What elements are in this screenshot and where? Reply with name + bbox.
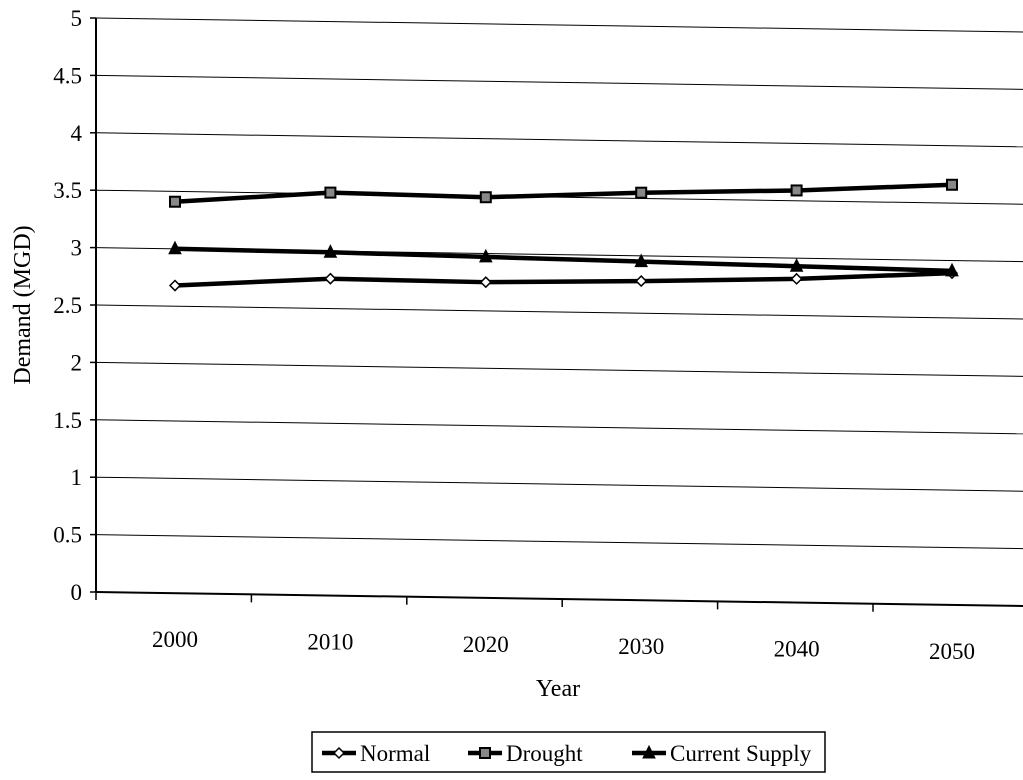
current-supply-point <box>168 240 182 255</box>
normal-point <box>324 272 337 285</box>
y-tick-label: 4 <box>71 121 83 146</box>
normal-point <box>479 276 492 289</box>
legend-box <box>311 731 826 773</box>
current-supply-point <box>945 262 959 277</box>
drought-point <box>790 184 803 197</box>
y-tick-label: 3 <box>71 236 83 261</box>
gridline <box>95 74 1023 90</box>
series-current-supply <box>168 240 959 277</box>
legend-swatch-marker <box>479 747 491 759</box>
legend-item-current-supply: Current Supply <box>632 741 812 766</box>
x-tick-label: 2000 <box>152 627 198 652</box>
series-lines <box>168 178 959 292</box>
drought-line <box>174 182 953 204</box>
gridline <box>95 17 1023 33</box>
normal-point <box>790 272 803 285</box>
legend-label: Current Supply <box>670 741 812 766</box>
axes <box>95 18 1023 607</box>
x-tick-label: 2010 <box>307 630 353 655</box>
legend-label: Drought <box>506 741 583 766</box>
drought-point <box>946 178 958 191</box>
normal-point <box>635 275 648 288</box>
y-tick-label: 2.5 <box>53 293 82 318</box>
y-tick-label: 2 <box>71 350 83 375</box>
y-tick-label: 4.5 <box>53 63 82 88</box>
drought-point <box>324 186 337 199</box>
x-axis-title: Year <box>536 676 580 702</box>
gridline <box>95 419 1023 435</box>
current-supply-line <box>174 246 953 274</box>
legend-label: Normal <box>360 741 430 766</box>
y-tick-label: 1 <box>71 465 83 490</box>
y-tick-label: 3.5 <box>53 178 82 203</box>
drought-point <box>635 186 648 199</box>
y-axis-title: Demand (MGD) <box>10 225 36 384</box>
normal-line <box>174 270 953 288</box>
legend-swatch-marker <box>332 746 346 760</box>
normal-point <box>168 279 182 292</box>
y-tick-label: 5 <box>71 6 83 31</box>
legend-item-normal: Normal <box>322 741 430 766</box>
current-supply-point <box>478 248 493 263</box>
y-tick-label: 0.5 <box>53 523 82 548</box>
current-supply-point <box>634 253 649 268</box>
x-tick-labels: 2000 2010 2020 2030 2040 2050 <box>152 627 975 664</box>
legend-item-drought: Drought <box>468 741 583 766</box>
x-axis-line <box>95 591 1023 607</box>
gridlines <box>90 17 1023 612</box>
y-tick-labels: 0 0.5 1 1.5 2 2.5 3 3.5 4 4.5 5 <box>53 6 82 605</box>
legend: Normal Drought Current Supply <box>311 731 826 773</box>
current-supply-point <box>323 244 338 258</box>
gridline <box>95 361 1023 377</box>
y-tick-label: 0 <box>71 580 83 605</box>
legend-items: Normal Drought Current Supply <box>322 741 812 766</box>
drought-point <box>169 195 181 208</box>
drought-point <box>479 191 492 204</box>
x-tick-label: 2040 <box>774 637 820 662</box>
x-tick-label: 2020 <box>463 632 509 657</box>
series-drought <box>169 178 958 208</box>
x-tick-label: 2030 <box>618 634 664 659</box>
gridline <box>95 132 1023 148</box>
series-normal <box>168 267 959 292</box>
current-supply-point <box>789 258 804 272</box>
gridline <box>95 304 1023 320</box>
gridline <box>95 476 1023 492</box>
y-tick-label: 1.5 <box>53 408 82 433</box>
x-tick-label: 2050 <box>929 639 975 664</box>
legend-swatch-marker <box>642 744 656 759</box>
gridline <box>95 534 1023 550</box>
